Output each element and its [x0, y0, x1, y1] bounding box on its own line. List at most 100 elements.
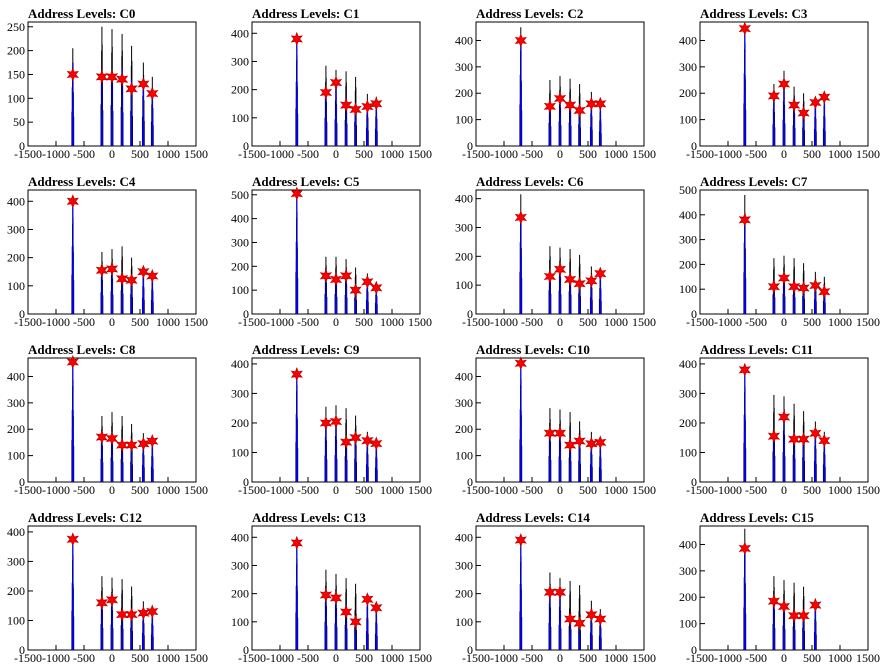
chart-title: Address Levels: C13 [252, 510, 366, 525]
peak-marker [563, 611, 577, 627]
x-tick-label: -1000 [714, 315, 742, 329]
peak-marker [514, 356, 527, 371]
y-tick-label: 300 [679, 233, 697, 247]
peak-marker [738, 212, 751, 227]
x-tick-label: 1000 [380, 147, 404, 161]
peak-marker [115, 438, 129, 453]
histogram-plot: 0 50 100 150 200 250 -1500 -1000 -500 0 500 1000 150… [7, 20, 208, 161]
peak-marker [339, 97, 353, 113]
x-tick-label: -500 [297, 651, 319, 665]
y-tick-label: 200 [455, 587, 473, 601]
x-tick-label: 1000 [604, 651, 628, 665]
x-tick-label: 500 [131, 315, 149, 329]
peak-marker [349, 614, 362, 629]
y-tick-label: 0 [19, 307, 25, 321]
x-tick-label: -1500 [238, 147, 266, 161]
y-tick-label: 400 [231, 530, 249, 544]
y-tick-label: 300 [455, 558, 473, 572]
x-tick-label: 1500 [632, 147, 656, 161]
histogram-plot: 0 100 200 300 400 -1500 -1000 -500 0 500 1000 1500 [231, 357, 432, 497]
peak-marker [797, 432, 810, 447]
peak-marker [553, 262, 567, 277]
x-tick-label: 0 [109, 315, 115, 329]
peak-marker [125, 607, 138, 622]
histogram-plot: 0 100 200 300 400 -1500 -1000 -500 0 500 1000 1500 [679, 525, 880, 665]
peak-marker [777, 599, 791, 614]
x-tick-label: -1500 [238, 483, 266, 497]
peak-marker [787, 97, 801, 113]
histogram-panel: Address Levels: C14 0 100 200 300 400 -1500 -10… [448, 504, 672, 672]
y-tick-label: 100 [7, 91, 25, 105]
peak-marker [787, 279, 801, 294]
y-tick-label: 300 [7, 222, 25, 236]
y-tick-label: 100 [455, 113, 473, 127]
peak-marker [370, 280, 383, 295]
peak-marker [787, 432, 801, 447]
histogram-panel: Address Levels: C4 0 100 200 300 400 -1500 -100… [0, 168, 224, 336]
x-tick-label: -1500 [238, 651, 266, 665]
x-tick-label: -1500 [686, 147, 714, 161]
peak-marker [573, 616, 586, 631]
peak-marker [543, 426, 557, 441]
y-tick-label: 200 [231, 416, 249, 430]
peak-marker [370, 96, 383, 111]
x-tick-label: 1500 [408, 651, 432, 665]
y-tick-label: 100 [231, 283, 249, 297]
x-tick-label: -1500 [14, 315, 42, 329]
chart-title: Address Levels: C6 [476, 174, 584, 189]
y-tick-label: 0 [19, 643, 25, 657]
x-tick-label: -500 [745, 483, 767, 497]
x-tick-label: -500 [521, 147, 543, 161]
y-tick-label: 400 [679, 208, 697, 222]
y-tick-label: 0 [467, 643, 473, 657]
y-tick-label: 400 [231, 212, 249, 226]
x-tick-label: -1000 [714, 651, 742, 665]
y-tick-label: 400 [455, 530, 473, 544]
peak-marker [585, 96, 598, 111]
peak-marker [329, 75, 343, 90]
y-tick-label: 400 [7, 369, 25, 383]
peak-marker [585, 273, 598, 288]
histogram-panel: Address Levels: C8 0 100 200 300 400 -1500 -100… [0, 336, 224, 504]
histogram-panel: Address Levels: C9 0 100 200 300 400 -1500 -100… [224, 336, 448, 504]
x-tick-label: 1500 [856, 315, 880, 329]
peak-marker [290, 31, 303, 47]
x-tick-label: -1500 [14, 147, 42, 161]
x-tick-label: 500 [579, 651, 597, 665]
histogram-plot: 0 100 200 300 400 -1500 -1000 -500 0 500 1000 1500 [455, 525, 656, 665]
peak-marker [818, 433, 831, 448]
x-tick-label: -1000 [42, 147, 70, 161]
x-tick-label: -1000 [490, 483, 518, 497]
y-tick-label: 0 [243, 139, 249, 153]
histogram-plot: 0 100 200 300 400 -1500 -1000 -500 0 500 1000 1500 [7, 189, 208, 329]
chart-title: Address Levels: C7 [700, 174, 808, 189]
y-tick-label: 100 [679, 282, 697, 296]
y-tick-label: 0 [243, 475, 249, 489]
peak-marker [349, 430, 362, 445]
peak-marker [339, 604, 353, 620]
y-tick-label: 200 [455, 422, 473, 436]
x-tick-label: 1500 [184, 651, 208, 665]
histogram-panel: Address Levels: C11 0 100 200 300 400 -1500 -10… [672, 336, 896, 504]
x-tick-label: 1500 [184, 147, 208, 161]
x-tick-label: 500 [803, 315, 821, 329]
x-tick-label: 0 [109, 483, 115, 497]
peak-marker [553, 91, 567, 106]
y-tick-label: 400 [7, 194, 25, 208]
peak-marker [787, 608, 801, 623]
histogram-panel: Address Levels: C13 0 100 200 300 400 -1500 -10… [224, 504, 448, 672]
histogram-panel: Address Levels: C7 0 100 200 300 400 500 -1500-… [672, 168, 896, 336]
histogram-plot: 0 100 200 300 400 -1500 -1000 -500 0 500 1000 1500 [455, 21, 656, 161]
x-tick-label: 500 [579, 483, 597, 497]
x-tick-label: -1000 [490, 315, 518, 329]
y-tick-label: 100 [7, 449, 25, 463]
y-tick-label: 400 [455, 369, 473, 383]
peak-marker [146, 433, 159, 449]
x-tick-label: -500 [745, 651, 767, 665]
y-tick-label: 200 [679, 590, 697, 604]
x-tick-label: 0 [333, 315, 339, 329]
x-tick-label: 500 [579, 315, 597, 329]
x-tick-label: 1000 [604, 315, 628, 329]
x-tick-label: -500 [73, 147, 95, 161]
